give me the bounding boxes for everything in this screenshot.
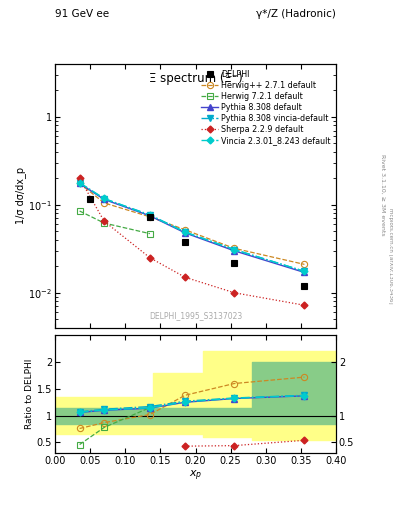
Sherpa 2.2.9 default <box>102 218 107 224</box>
Herwig 7.2.1 default <box>147 230 152 237</box>
Text: γ*/Z (Hadronic): γ*/Z (Hadronic) <box>256 9 336 19</box>
Line: DELPHI: DELPHI <box>87 196 308 289</box>
Herwig++ 2.7.1 default <box>232 245 237 251</box>
Pythia 8.308 default <box>232 248 237 254</box>
Line: Herwig 7.2.1 default: Herwig 7.2.1 default <box>77 208 153 237</box>
Text: Ξ spectrum (Ξ⁻): Ξ spectrum (Ξ⁻) <box>149 72 242 85</box>
Pythia 8.308 vincia-default <box>232 246 237 252</box>
Herwig++ 2.7.1 default <box>102 200 107 206</box>
Pythia 8.308 vincia-default <box>77 180 82 186</box>
Pythia 8.308 vincia-default <box>302 268 307 274</box>
Pythia 8.308 default <box>302 269 307 275</box>
Vincia 2.3.01_8.243 default <box>77 180 82 186</box>
Herwig++ 2.7.1 default <box>147 214 152 220</box>
Herwig++ 2.7.1 default <box>183 227 187 233</box>
Text: DELPHI_1995_S3137023: DELPHI_1995_S3137023 <box>149 311 242 320</box>
Herwig 7.2.1 default <box>102 220 107 226</box>
DELPHI <box>302 283 307 289</box>
Pythia 8.308 vincia-default <box>147 212 152 218</box>
Sherpa 2.2.9 default <box>302 302 307 308</box>
Y-axis label: Ratio to DELPHI: Ratio to DELPHI <box>25 359 34 430</box>
Pythia 8.308 default <box>102 197 107 203</box>
Herwig++ 2.7.1 default <box>77 180 82 186</box>
Pythia 8.308 vincia-default <box>102 196 107 202</box>
Pythia 8.308 vincia-default <box>183 229 187 235</box>
Sherpa 2.2.9 default <box>232 290 237 296</box>
Text: Rivet 3.1.10, ≥ 3M events: Rivet 3.1.10, ≥ 3M events <box>381 154 386 236</box>
Sherpa 2.2.9 default <box>147 254 152 261</box>
DELPHI <box>183 239 187 245</box>
Legend: DELPHI, Herwig++ 2.7.1 default, Herwig 7.2.1 default, Pythia 8.308 default, Pyth: DELPHI, Herwig++ 2.7.1 default, Herwig 7… <box>199 68 332 146</box>
Line: Pythia 8.308 default: Pythia 8.308 default <box>77 180 308 275</box>
Herwig++ 2.7.1 default <box>302 261 307 267</box>
Pythia 8.308 default <box>183 230 187 236</box>
Vincia 2.3.01_8.243 default <box>302 268 307 274</box>
DELPHI <box>88 197 92 203</box>
Text: mcplots.cern.ch [arXiv:1306.3436]: mcplots.cern.ch [arXiv:1306.3436] <box>388 208 393 304</box>
Herwig 7.2.1 default <box>77 208 82 214</box>
Sherpa 2.2.9 default <box>77 175 82 181</box>
Vincia 2.3.01_8.243 default <box>102 196 107 202</box>
X-axis label: $x_p$: $x_p$ <box>189 468 202 483</box>
Pythia 8.308 default <box>147 212 152 219</box>
Pythia 8.308 default <box>77 180 82 186</box>
Line: Vincia 2.3.01_8.243 default: Vincia 2.3.01_8.243 default <box>77 180 307 274</box>
Line: Pythia 8.308 vincia-default: Pythia 8.308 vincia-default <box>77 180 308 274</box>
DELPHI <box>147 215 152 221</box>
Line: Sherpa 2.2.9 default: Sherpa 2.2.9 default <box>77 176 307 308</box>
Text: 91 GeV ee: 91 GeV ee <box>55 9 109 19</box>
Line: Herwig++ 2.7.1 default: Herwig++ 2.7.1 default <box>77 180 308 267</box>
DELPHI <box>232 260 237 266</box>
Vincia 2.3.01_8.243 default <box>183 229 187 235</box>
Y-axis label: 1/σ dσ/dx_p: 1/σ dσ/dx_p <box>15 167 26 224</box>
Sherpa 2.2.9 default <box>183 274 187 280</box>
Vincia 2.3.01_8.243 default <box>232 246 237 252</box>
Vincia 2.3.01_8.243 default <box>147 212 152 218</box>
